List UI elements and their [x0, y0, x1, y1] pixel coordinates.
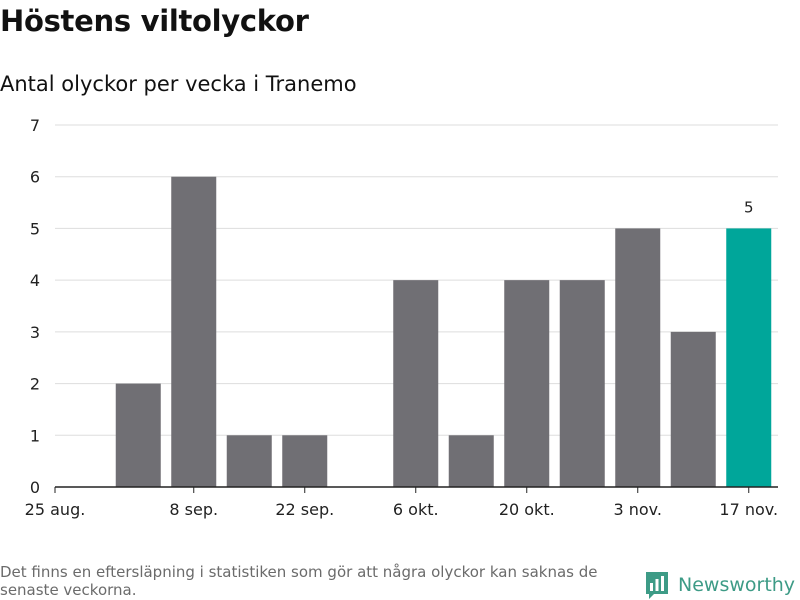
y-tick-label: 2 [30, 375, 40, 394]
bar-1-sep- [115, 383, 161, 487]
y-tick-label: 5 [30, 219, 40, 238]
chart-subtitle: Antal olyckor per vecka i Tranemo [0, 72, 357, 96]
y-tick-label: 1 [30, 426, 40, 445]
x-tick-label: 8 sep. [169, 500, 218, 519]
x-tick-label: 3 nov. [613, 500, 662, 519]
bar-13-okt- [448, 435, 494, 487]
chart-title: Höstens viltolyckor [0, 4, 309, 38]
y-tick-label: 3 [30, 323, 40, 342]
brand-logo: Newsworthy [644, 570, 795, 600]
x-tick-label: 22 sep. [275, 500, 334, 519]
brand-name: Newsworthy [678, 574, 796, 596]
y-tick-label: 0 [30, 478, 40, 497]
data-label: 5 [744, 198, 754, 216]
x-tick-label: 6 okt. [393, 500, 439, 519]
x-tick-label: 25 aug. [25, 500, 86, 519]
newsworthy-logo-icon [646, 572, 668, 599]
bar-22-sep- [282, 435, 328, 487]
bar-3-nov- [615, 228, 661, 487]
bar-6-okt- [393, 280, 439, 487]
y-tick-label: 4 [30, 271, 40, 290]
bar-10-nov- [670, 331, 716, 487]
bar-8-sep- [171, 176, 217, 487]
bar-chart: 0 1 2 3 4 5 6 7 25 aug. 8 sep. 22 sep. 6 okt. 20 okt… [25, 116, 778, 519]
bar-15-sep- [226, 435, 272, 487]
bar-27-okt- [559, 280, 605, 487]
x-tick-label: 17 nov. [719, 500, 778, 519]
footnote: Det finns en eftersläpning i statistiken… [0, 563, 598, 599]
bar-17-nov- [726, 228, 772, 487]
x-tick-label: 20 okt. [499, 500, 555, 519]
y-tick-label: 6 [30, 168, 40, 187]
bar-20-okt- [504, 280, 550, 487]
y-tick-label: 7 [30, 116, 40, 135]
